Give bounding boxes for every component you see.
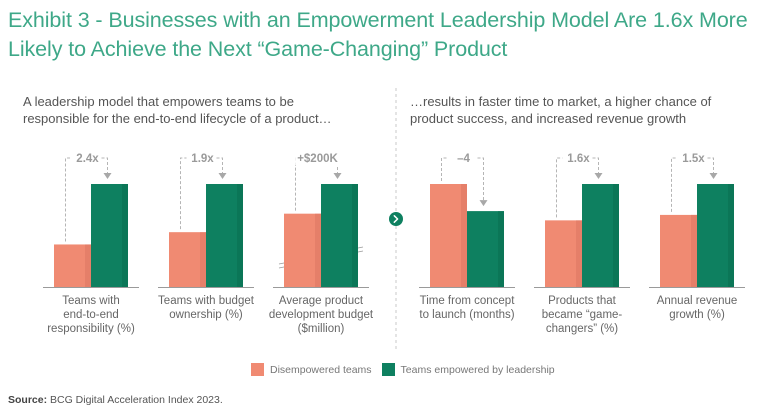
category-label-line: Time from concept bbox=[420, 295, 516, 307]
annotation-arrow-icon bbox=[103, 173, 112, 179]
source-text: BCG Digital Acceleration Index 2023. bbox=[50, 394, 223, 406]
category-label-line: development budget bbox=[269, 309, 374, 321]
bar-shade-disempowered bbox=[200, 232, 206, 287]
annotation-bracket-left bbox=[65, 157, 72, 242]
bar-disempowered bbox=[284, 213, 321, 287]
annotation-bracket-right bbox=[101, 157, 108, 174]
bar-shade-disempowered bbox=[461, 184, 467, 287]
category-label-line: growth (%) bbox=[669, 309, 725, 321]
bar-empowered bbox=[467, 211, 504, 287]
category-label-line: Average product bbox=[279, 295, 364, 307]
bar-shade-disempowered bbox=[85, 244, 91, 287]
annotation-bracket-left bbox=[295, 157, 302, 211]
bar-empowered bbox=[206, 184, 243, 287]
bar-disempowered bbox=[545, 220, 582, 287]
annotation-bracket-right bbox=[216, 157, 223, 174]
bar-disempowered bbox=[660, 214, 697, 287]
annotation-bracket-left bbox=[556, 157, 563, 218]
annotation-label: –4 bbox=[457, 153, 470, 165]
legend-item-empowered: Teams empowered by leadership bbox=[381, 363, 555, 376]
annotation-label: 1.9x bbox=[191, 153, 214, 165]
category-label-line: to launch (months) bbox=[419, 309, 514, 321]
annotation-arrow-icon bbox=[333, 173, 342, 179]
source-label: Source: bbox=[8, 394, 48, 406]
bar-shade-empowered bbox=[498, 211, 504, 287]
bar-shade-disempowered bbox=[315, 213, 321, 287]
annotation-bracket-left bbox=[180, 157, 187, 230]
bar-shade-disempowered bbox=[691, 214, 697, 287]
category-label-line: changers” (%) bbox=[546, 323, 618, 335]
category-label-line: ($million) bbox=[298, 323, 345, 335]
annotation-label-bg bbox=[74, 153, 102, 165]
annotation-bracket-right bbox=[477, 157, 484, 202]
legend-label-disempowered: Disempowered teams bbox=[270, 363, 372, 376]
chevron-right-glyph bbox=[393, 215, 399, 223]
category-label-line: ownership (%) bbox=[169, 309, 243, 321]
category-label-line: Annual revenue bbox=[657, 295, 738, 307]
annotation-label: +$200K bbox=[297, 153, 338, 165]
right-panel-subtitle: …results in faster time to market, a hig… bbox=[410, 94, 712, 126]
bar-shade-empowered bbox=[122, 184, 128, 287]
bar-disempowered bbox=[430, 184, 467, 287]
annotation-bracket-right bbox=[707, 157, 714, 174]
source-note: Source: BCG Digital Acceleration Index 2… bbox=[8, 394, 223, 406]
annotation-label: 1.6x bbox=[567, 153, 590, 165]
bar-empowered bbox=[321, 184, 358, 287]
left-panel-subtitle: A leadership model that empowers teams t… bbox=[23, 94, 332, 126]
bar-empowered bbox=[582, 184, 619, 287]
bar-empowered bbox=[697, 184, 734, 287]
bar-shade-disempowered bbox=[576, 220, 582, 287]
annotation-label-bg bbox=[189, 153, 217, 165]
annotation-arrow-icon bbox=[479, 200, 488, 207]
bar-disempowered bbox=[169, 232, 206, 287]
annotation-label-bg bbox=[295, 153, 341, 165]
chevron-right-icon bbox=[389, 212, 403, 226]
category-label-line: Teams with bbox=[62, 295, 120, 307]
bar-shade-empowered bbox=[613, 184, 619, 287]
annotation-arrow-icon bbox=[594, 173, 603, 179]
annotation-bracket-right bbox=[592, 157, 599, 174]
annotation-arrow-icon bbox=[218, 173, 227, 179]
chart-legend: Disempowered teams Teams empowered by le… bbox=[251, 363, 565, 376]
category-label-line: Products that bbox=[548, 295, 617, 307]
legend-swatch-disempowered bbox=[251, 363, 264, 376]
category-label-line: Teams with budget bbox=[158, 295, 255, 307]
category-label-line: end-to-end bbox=[63, 309, 119, 321]
annotation-arrow-icon bbox=[709, 173, 718, 179]
annotation-label: 1.5x bbox=[682, 153, 705, 165]
category-label-line: responsibility (%) bbox=[47, 323, 135, 335]
legend-item-disempowered: Disempowered teams bbox=[251, 363, 372, 376]
legend-swatch-empowered bbox=[381, 363, 395, 376]
annotation-label-bg bbox=[455, 153, 473, 165]
annotation-label-bg bbox=[565, 153, 593, 165]
annotation-bracket-left bbox=[441, 157, 448, 181]
category-label-line: became “game- bbox=[542, 309, 623, 321]
exhibit-title: Exhibit 3 - Businesses with an Empowerme… bbox=[8, 8, 748, 61]
bar-shade-empowered bbox=[352, 184, 358, 287]
legend-label-empowered: Teams empowered by leadership bbox=[400, 363, 555, 376]
bar-shade-empowered bbox=[237, 184, 243, 287]
annotation-label: 2.4x bbox=[76, 153, 99, 165]
bar-empowered bbox=[91, 184, 128, 287]
bar-shade-empowered bbox=[728, 184, 734, 287]
bar-disempowered bbox=[54, 244, 91, 287]
annotation-bracket-left bbox=[671, 157, 678, 212]
annotation-label-bg bbox=[680, 153, 708, 165]
